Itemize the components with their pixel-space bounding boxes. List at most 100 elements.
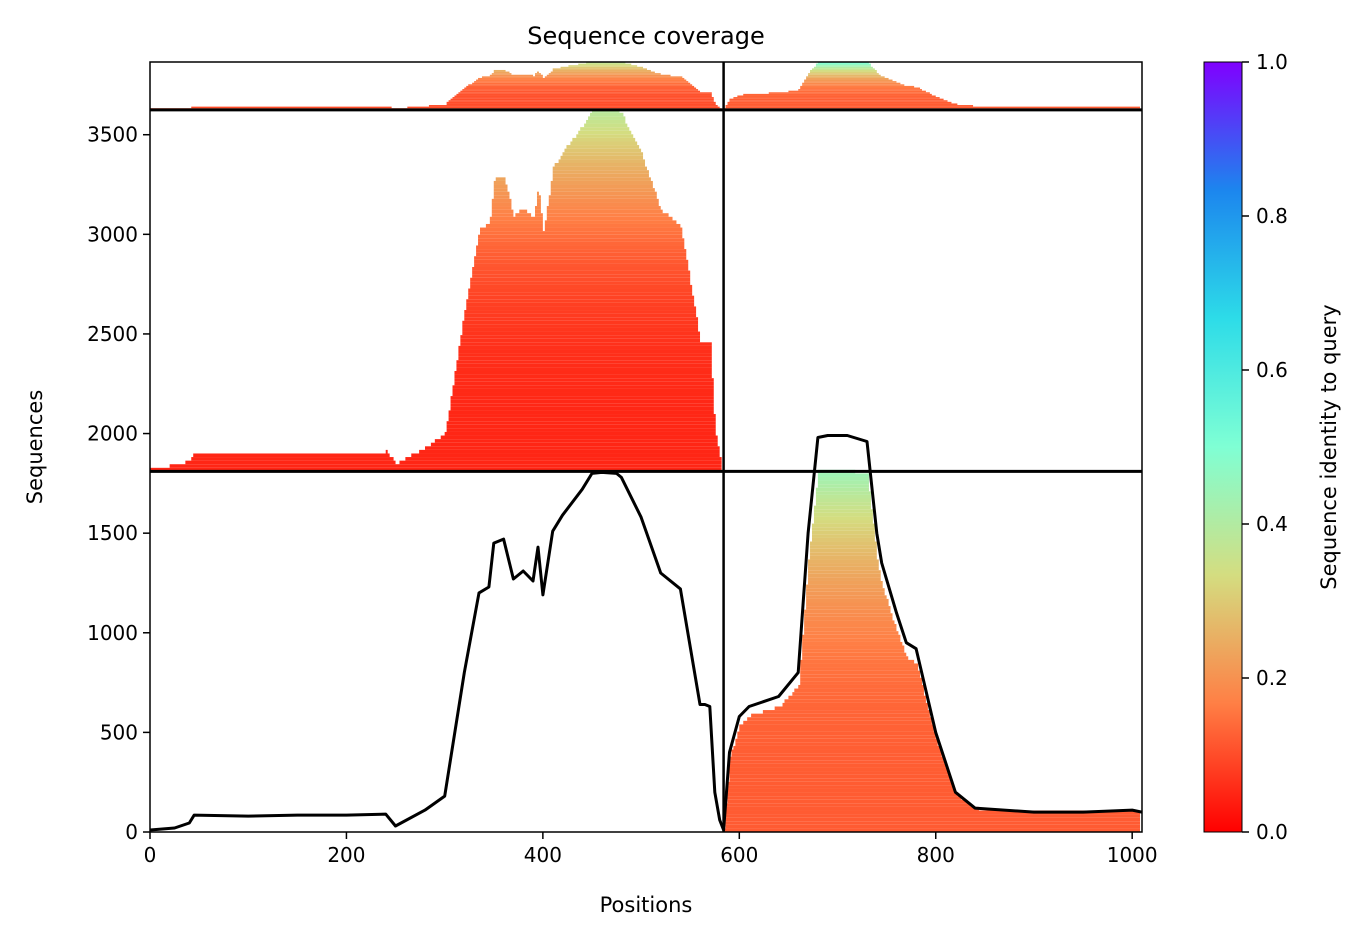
coverage-band (535, 206, 541, 210)
coverage-band (725, 821, 1141, 825)
coverage-band (576, 134, 634, 138)
coverage-band (446, 101, 716, 104)
coverage-band (725, 803, 972, 807)
coverage-band (806, 588, 885, 592)
block-top-right (723, 62, 1141, 110)
coverage-band (813, 516, 873, 521)
coverage-band (800, 659, 915, 664)
coverage-band (804, 609, 891, 614)
coverage-band (737, 95, 936, 98)
plot-frame (149, 61, 1143, 833)
coverage-band (768, 92, 930, 94)
colorbar-tick-label: 0.4 (1256, 512, 1288, 536)
coverage-band (725, 105, 974, 107)
coverage-band (535, 74, 543, 77)
coverage-band (452, 388, 714, 393)
coverage-band (808, 580, 883, 585)
coverage-band (456, 93, 712, 96)
coverage-band (185, 460, 396, 465)
coverage-band (491, 209, 514, 214)
x-tick-label: 200 (327, 843, 365, 867)
coverage-band (446, 428, 716, 432)
coverage-band (411, 453, 720, 458)
y-tick-label: 2500 (87, 322, 138, 346)
coverage-band (792, 692, 924, 696)
coverage-band (546, 216, 673, 221)
coverage-band (536, 198, 541, 203)
coverage-band (810, 541, 877, 546)
coverage-band (729, 98, 944, 101)
coverage-band (572, 137, 636, 142)
coverage-band (560, 66, 644, 69)
coverage-band (474, 256, 687, 260)
coverage-band (813, 509, 873, 513)
coverage-band (536, 195, 541, 199)
coverage-band (800, 663, 919, 668)
coverage-band (808, 74, 881, 77)
coverage-band (460, 335, 701, 339)
coverage-band (817, 473, 869, 477)
coverage-band (536, 191, 539, 196)
x-tick-label: 0 (144, 843, 157, 867)
coverage-band (472, 274, 691, 278)
coverage-band (729, 778, 952, 782)
coverage-band (536, 202, 541, 207)
coverage-band (808, 566, 879, 571)
coverage-band (491, 198, 512, 203)
coverage-band (737, 735, 936, 739)
coverage-band (491, 202, 512, 207)
coverage-band (800, 85, 915, 88)
coverage-band (725, 824, 1141, 829)
coverage-band (800, 674, 921, 678)
coverage-band (800, 87, 921, 90)
coverage-band (808, 73, 879, 75)
coverage-band (739, 724, 934, 729)
coverage-band (813, 66, 873, 69)
coverage-band (802, 641, 903, 646)
coverage-band (478, 234, 683, 239)
coverage-band (806, 584, 883, 589)
coverage-band (466, 85, 695, 88)
coverage-band (440, 435, 718, 440)
coverage-band (794, 688, 924, 693)
coverage-band (450, 406, 714, 411)
coverage-band (784, 699, 926, 703)
coverage-band (480, 231, 683, 235)
coverage-band (815, 65, 871, 67)
coverage-band (191, 106, 392, 109)
coverage-band (729, 760, 946, 764)
coverage-band (811, 530, 875, 535)
coverage-band (480, 227, 543, 232)
coverage-band (735, 742, 938, 746)
coverage-band (811, 537, 875, 542)
coverage-band (456, 360, 712, 364)
coverage-band (399, 460, 722, 465)
coverage-band (493, 180, 506, 185)
coverage-band (448, 410, 714, 415)
coverage-band (478, 77, 685, 80)
coverage-band (452, 392, 714, 397)
coverage-band (806, 602, 889, 607)
coverage-band (474, 263, 689, 268)
coverage-band (810, 545, 877, 549)
coverage-band (462, 324, 699, 328)
coverage-band (552, 69, 651, 72)
coverage-band (489, 216, 543, 221)
coverage-band (450, 98, 714, 101)
coverage-band (452, 385, 714, 389)
y-tick-label: 2000 (87, 422, 138, 446)
coverage-band (489, 74, 534, 77)
coverage-band (552, 170, 649, 174)
colorbar-tick-label: 0.0 (1256, 820, 1288, 844)
coverage-band (446, 421, 716, 425)
coverage-band (458, 92, 712, 94)
coverage-band (815, 494, 871, 499)
coverage-band (586, 62, 626, 64)
coverage-band (810, 548, 877, 553)
coverage-band (466, 306, 697, 311)
coverage-band (434, 439, 718, 443)
coverage-band (548, 195, 657, 199)
coverage-band (725, 817, 1141, 822)
coverage-band (460, 342, 712, 346)
coverage-band (743, 93, 932, 96)
